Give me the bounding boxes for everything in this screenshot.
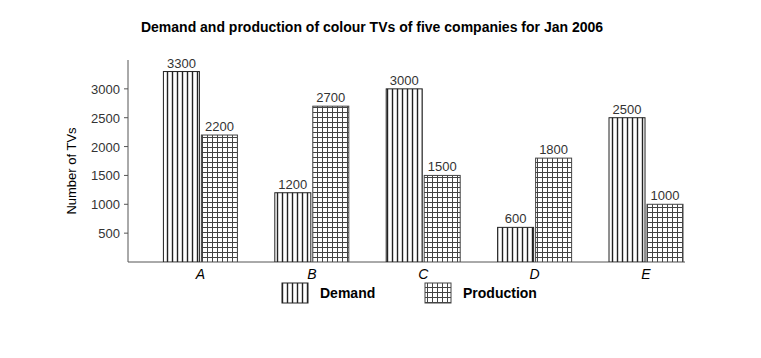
bar — [609, 118, 645, 262]
bar — [536, 158, 572, 262]
data-labels: 3300 2200 1200 2700 3000 1500 600 1800 2500 1000 — [167, 56, 680, 227]
y-tick — [124, 117, 128, 118]
data-label: 1800 — [539, 142, 568, 157]
legend-swatch — [425, 283, 451, 303]
bar — [386, 89, 422, 262]
title: Demand and production of colour TVs of f… — [141, 19, 603, 35]
bar — [163, 72, 199, 262]
bar — [498, 227, 534, 262]
data-label: 600 — [505, 211, 527, 226]
x-tick-label: B — [307, 266, 316, 282]
y-tick-label: 3000 — [91, 82, 120, 97]
data-label: 2700 — [316, 90, 345, 105]
data-label: 3300 — [167, 56, 196, 71]
y-tick — [124, 88, 128, 89]
data-label: 2200 — [205, 119, 234, 134]
data-label: 2500 — [613, 102, 642, 117]
y-tick — [124, 146, 128, 147]
y-label: Number of TVs — [64, 127, 79, 215]
x-tick-label: D — [530, 266, 540, 282]
x-tick-label: A — [195, 266, 205, 282]
y-tick-label: 1500 — [91, 168, 120, 183]
legend-label: Production — [463, 285, 537, 301]
y-tick — [124, 204, 128, 205]
x-tick-label: C — [418, 266, 429, 282]
bar — [275, 193, 311, 262]
data-label: 3000 — [390, 73, 419, 88]
y-tick-label: 500 — [98, 226, 120, 241]
y-tick-label: 1000 — [91, 197, 120, 212]
y-tick-label: 2000 — [91, 140, 120, 155]
bar — [313, 106, 349, 262]
chart: Demand and production of colour TVs of f… — [0, 0, 761, 358]
data-label: 1200 — [278, 177, 307, 192]
legend-swatch — [282, 283, 308, 303]
y-tick — [124, 233, 128, 234]
x-tick-label: E — [641, 266, 651, 282]
bar — [201, 135, 237, 262]
data-label: 1000 — [651, 188, 680, 203]
y-axis — [128, 60, 129, 262]
y-tick-label: 2500 — [91, 111, 120, 126]
legend-label: Demand — [320, 285, 375, 301]
bars — [163, 72, 683, 262]
y-tick — [124, 175, 128, 176]
data-label: 1500 — [428, 159, 457, 174]
bar — [424, 175, 460, 262]
bar — [647, 204, 683, 262]
